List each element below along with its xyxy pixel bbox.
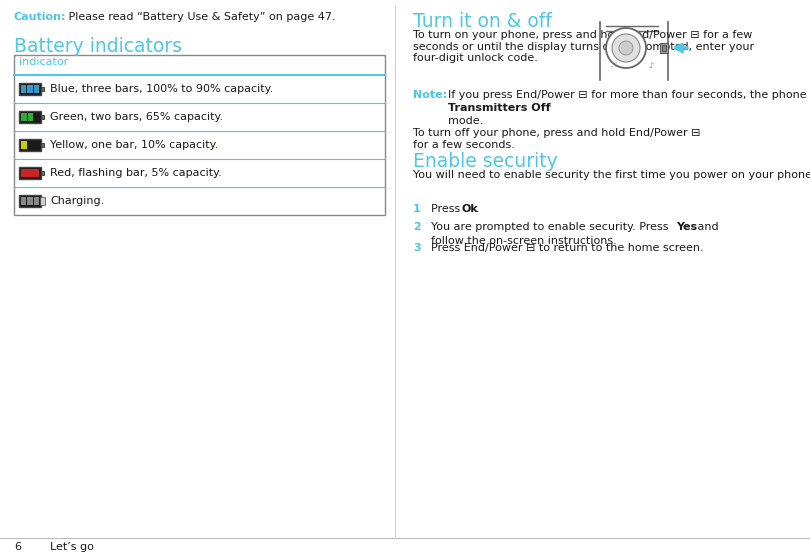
Text: If you press End/Power ⊟ for more than four seconds, the phone will turn on in: If you press End/Power ⊟ for more than f… [448,90,810,100]
Bar [41,171,44,175]
Bar [41,114,44,119]
Text: Yellow, one bar, 10% capacity.: Yellow, one bar, 10% capacity. [50,140,218,150]
Circle shape [606,28,646,68]
Bar [14,55,385,215]
Text: You are prompted to enable security. Press: You are prompted to enable security. Pre… [431,222,672,232]
Text: Note:: Note: [413,90,447,100]
Text: ♪: ♪ [648,61,654,70]
Bar [19,139,41,151]
Bar [28,85,32,93]
Text: Blue, three bars, 100% to 90% capacity.: Blue, three bars, 100% to 90% capacity. [50,84,273,94]
Bar [660,43,668,53]
Text: Let’s go: Let’s go [50,542,94,552]
Text: To turn on your phone, press and hold End/Power ⊟ for a few
seconds or until the: To turn on your phone, press and hold En… [413,30,754,63]
Bar [34,85,39,93]
Text: You will need to enable security the first time you power on your phone or withi: You will need to enable security the fir… [413,170,810,180]
Text: Red, flashing bar, 5% capacity.: Red, flashing bar, 5% capacity. [50,168,222,178]
Bar [662,45,666,51]
Text: 1: 1 [413,204,420,214]
Circle shape [612,34,640,62]
Bar [34,197,39,205]
Text: Press End/Power ⊟ to return to the home screen.: Press End/Power ⊟ to return to the home … [431,243,704,253]
Text: and: and [694,222,718,232]
Bar [40,197,45,205]
Text: Press: Press [431,204,464,214]
Bar [598,22,670,80]
Text: Battery indicators: Battery indicators [14,37,182,56]
Text: .: . [476,204,480,214]
Bar [21,141,27,149]
Bar [19,195,41,207]
Bar [19,83,41,95]
Text: follow the on-screen instructions.: follow the on-screen instructions. [431,236,616,246]
Bar [21,113,27,121]
Bar [21,85,27,93]
Text: Caution:: Caution: [14,12,66,22]
Text: indicator: indicator [19,57,68,67]
Text: Yes: Yes [676,222,697,232]
Text: To turn off your phone, press and hold End/Power ⊟
for a few seconds.: To turn off your phone, press and hold E… [413,128,701,150]
Text: mode.: mode. [448,116,484,126]
Text: Green, two bars, 65% capacity.: Green, two bars, 65% capacity. [50,112,223,122]
Bar [41,199,44,204]
Text: Turn it on & off: Turn it on & off [413,12,552,31]
Text: Transmitters Off: Transmitters Off [448,103,551,113]
Text: ∷: ∷ [610,60,616,70]
Text: Charging.: Charging. [50,196,104,206]
Bar [41,143,44,147]
Text: Ok: Ok [462,204,479,214]
Bar [19,111,41,123]
Text: 3: 3 [413,243,420,253]
Bar [21,169,39,177]
Text: Enable security: Enable security [413,152,558,171]
Text: 6: 6 [14,542,21,552]
Bar [19,167,41,179]
Bar [41,86,44,92]
Text: Please read “Battery Use & Safety” on page 47.: Please read “Battery Use & Safety” on pa… [65,12,335,22]
Bar [28,197,32,205]
Circle shape [619,41,633,55]
Text: 2: 2 [413,222,420,232]
Bar [28,113,33,121]
Bar [21,197,27,205]
